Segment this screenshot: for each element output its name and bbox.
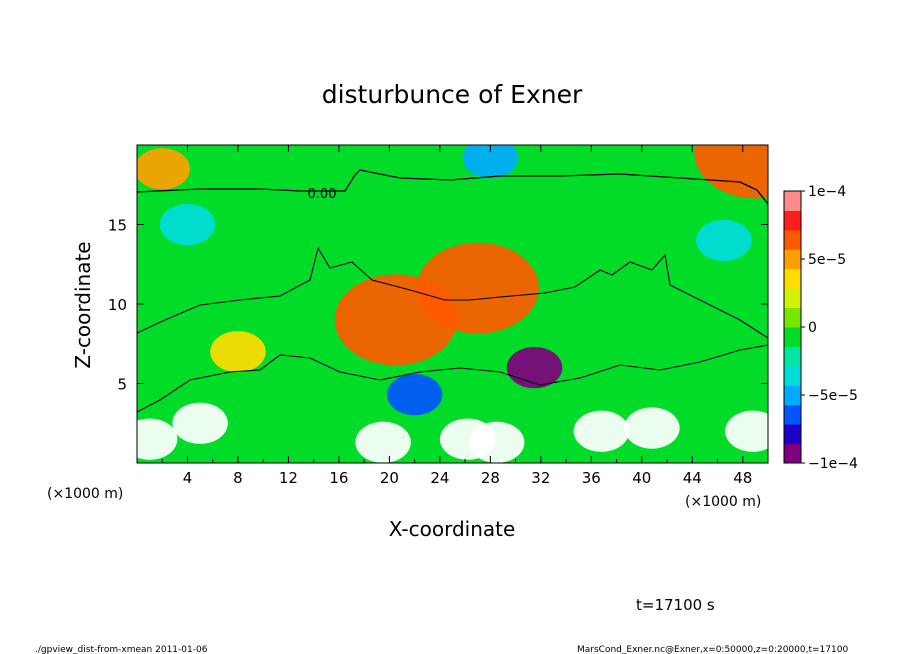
- y-tick-label: 10: [108, 296, 127, 314]
- contour-label: 0.00: [308, 187, 337, 202]
- time-label: t=17100 s: [636, 596, 715, 614]
- colorbar-tick-label: 5e−5: [808, 252, 846, 268]
- x-tick-label: 32: [531, 469, 550, 487]
- colorbar-segment: [784, 424, 801, 445]
- y-axis-label: Z-coordinate: [71, 241, 95, 368]
- x-tick-label: 28: [481, 469, 500, 487]
- colorbar-segment: [784, 210, 801, 231]
- x-tick-label: 12: [279, 469, 298, 487]
- colorbar-segment: [784, 365, 801, 386]
- near-surface-contour: [137, 344, 768, 413]
- colorbar-segment: [784, 191, 801, 211]
- colorbar-tick-label: −5e−5: [808, 388, 858, 404]
- field-feature: [334, 274, 457, 366]
- field-feature: [386, 373, 443, 416]
- x-tick-label: 4: [183, 469, 193, 487]
- field-feature: [573, 410, 630, 452]
- field-feature: [694, 145, 768, 199]
- colorbar: 1e−4 5e−5 0 −5e−5 −1e−4: [783, 184, 858, 472]
- zero-contour: [137, 169, 768, 205]
- field-feature: [172, 402, 228, 444]
- y-tick-label: 15: [108, 217, 127, 235]
- colorbar-segment: [784, 307, 801, 328]
- lower-contour: [137, 246, 768, 339]
- colorbar-segment: [784, 229, 801, 250]
- x-tick-label: 24: [430, 469, 449, 487]
- field-feature: [696, 219, 752, 262]
- x-unit-right: (×1000 m): [685, 494, 761, 510]
- x-unit-left: (×1000 m): [47, 486, 123, 502]
- footer-left: ./gpview_dist-from-xmean 2011-01-06: [35, 645, 208, 654]
- x-axis: 4 8 12 16 20 24 28 32 36 40 44 48: [161, 145, 752, 487]
- footer-right: MarsCond_Exner.nc@Exner,x=0:50000,z=0:20…: [577, 645, 848, 654]
- colorbar-segment: [784, 346, 801, 367]
- colorbar-tick-label: −1e−4: [808, 456, 858, 472]
- field-feature: [725, 410, 768, 452]
- colorbar-segment: [784, 327, 801, 347]
- field-feature: [462, 145, 519, 179]
- colorbar-segment: [784, 385, 801, 406]
- colorbar-segment: [784, 249, 801, 270]
- heatmap-field: [137, 145, 768, 463]
- field-feature: [506, 346, 563, 389]
- colorbar-tick-label: 1e−4: [808, 184, 846, 200]
- field-feature: [137, 418, 178, 460]
- x-tick-label: 16: [329, 469, 348, 487]
- field-feature: [624, 407, 680, 449]
- x-tick-label: 20: [380, 469, 399, 487]
- colorbar-segment: [784, 268, 801, 289]
- colorbar-segment: [784, 404, 801, 425]
- field-feature: [210, 331, 266, 373]
- colorbar-segment: [784, 288, 801, 309]
- x-axis-label: X-coordinate: [389, 517, 516, 541]
- colorbar-segment: [784, 443, 801, 464]
- field-feature: [355, 421, 411, 463]
- field-feature: [468, 421, 525, 463]
- colorbar-tick-label: 0: [808, 320, 817, 336]
- x-tick-label: 40: [632, 469, 651, 487]
- field-feature: [159, 203, 216, 246]
- y-tick-label: 5: [117, 376, 127, 394]
- chart-title: disturbunce of Exner: [322, 80, 583, 109]
- field-feature: [137, 148, 190, 190]
- y-axis: 5 10 15: [108, 217, 768, 394]
- x-tick-label: 48: [733, 469, 752, 487]
- x-tick-label: 8: [233, 469, 243, 487]
- x-tick-label: 44: [683, 469, 702, 487]
- x-tick-label: 36: [582, 469, 601, 487]
